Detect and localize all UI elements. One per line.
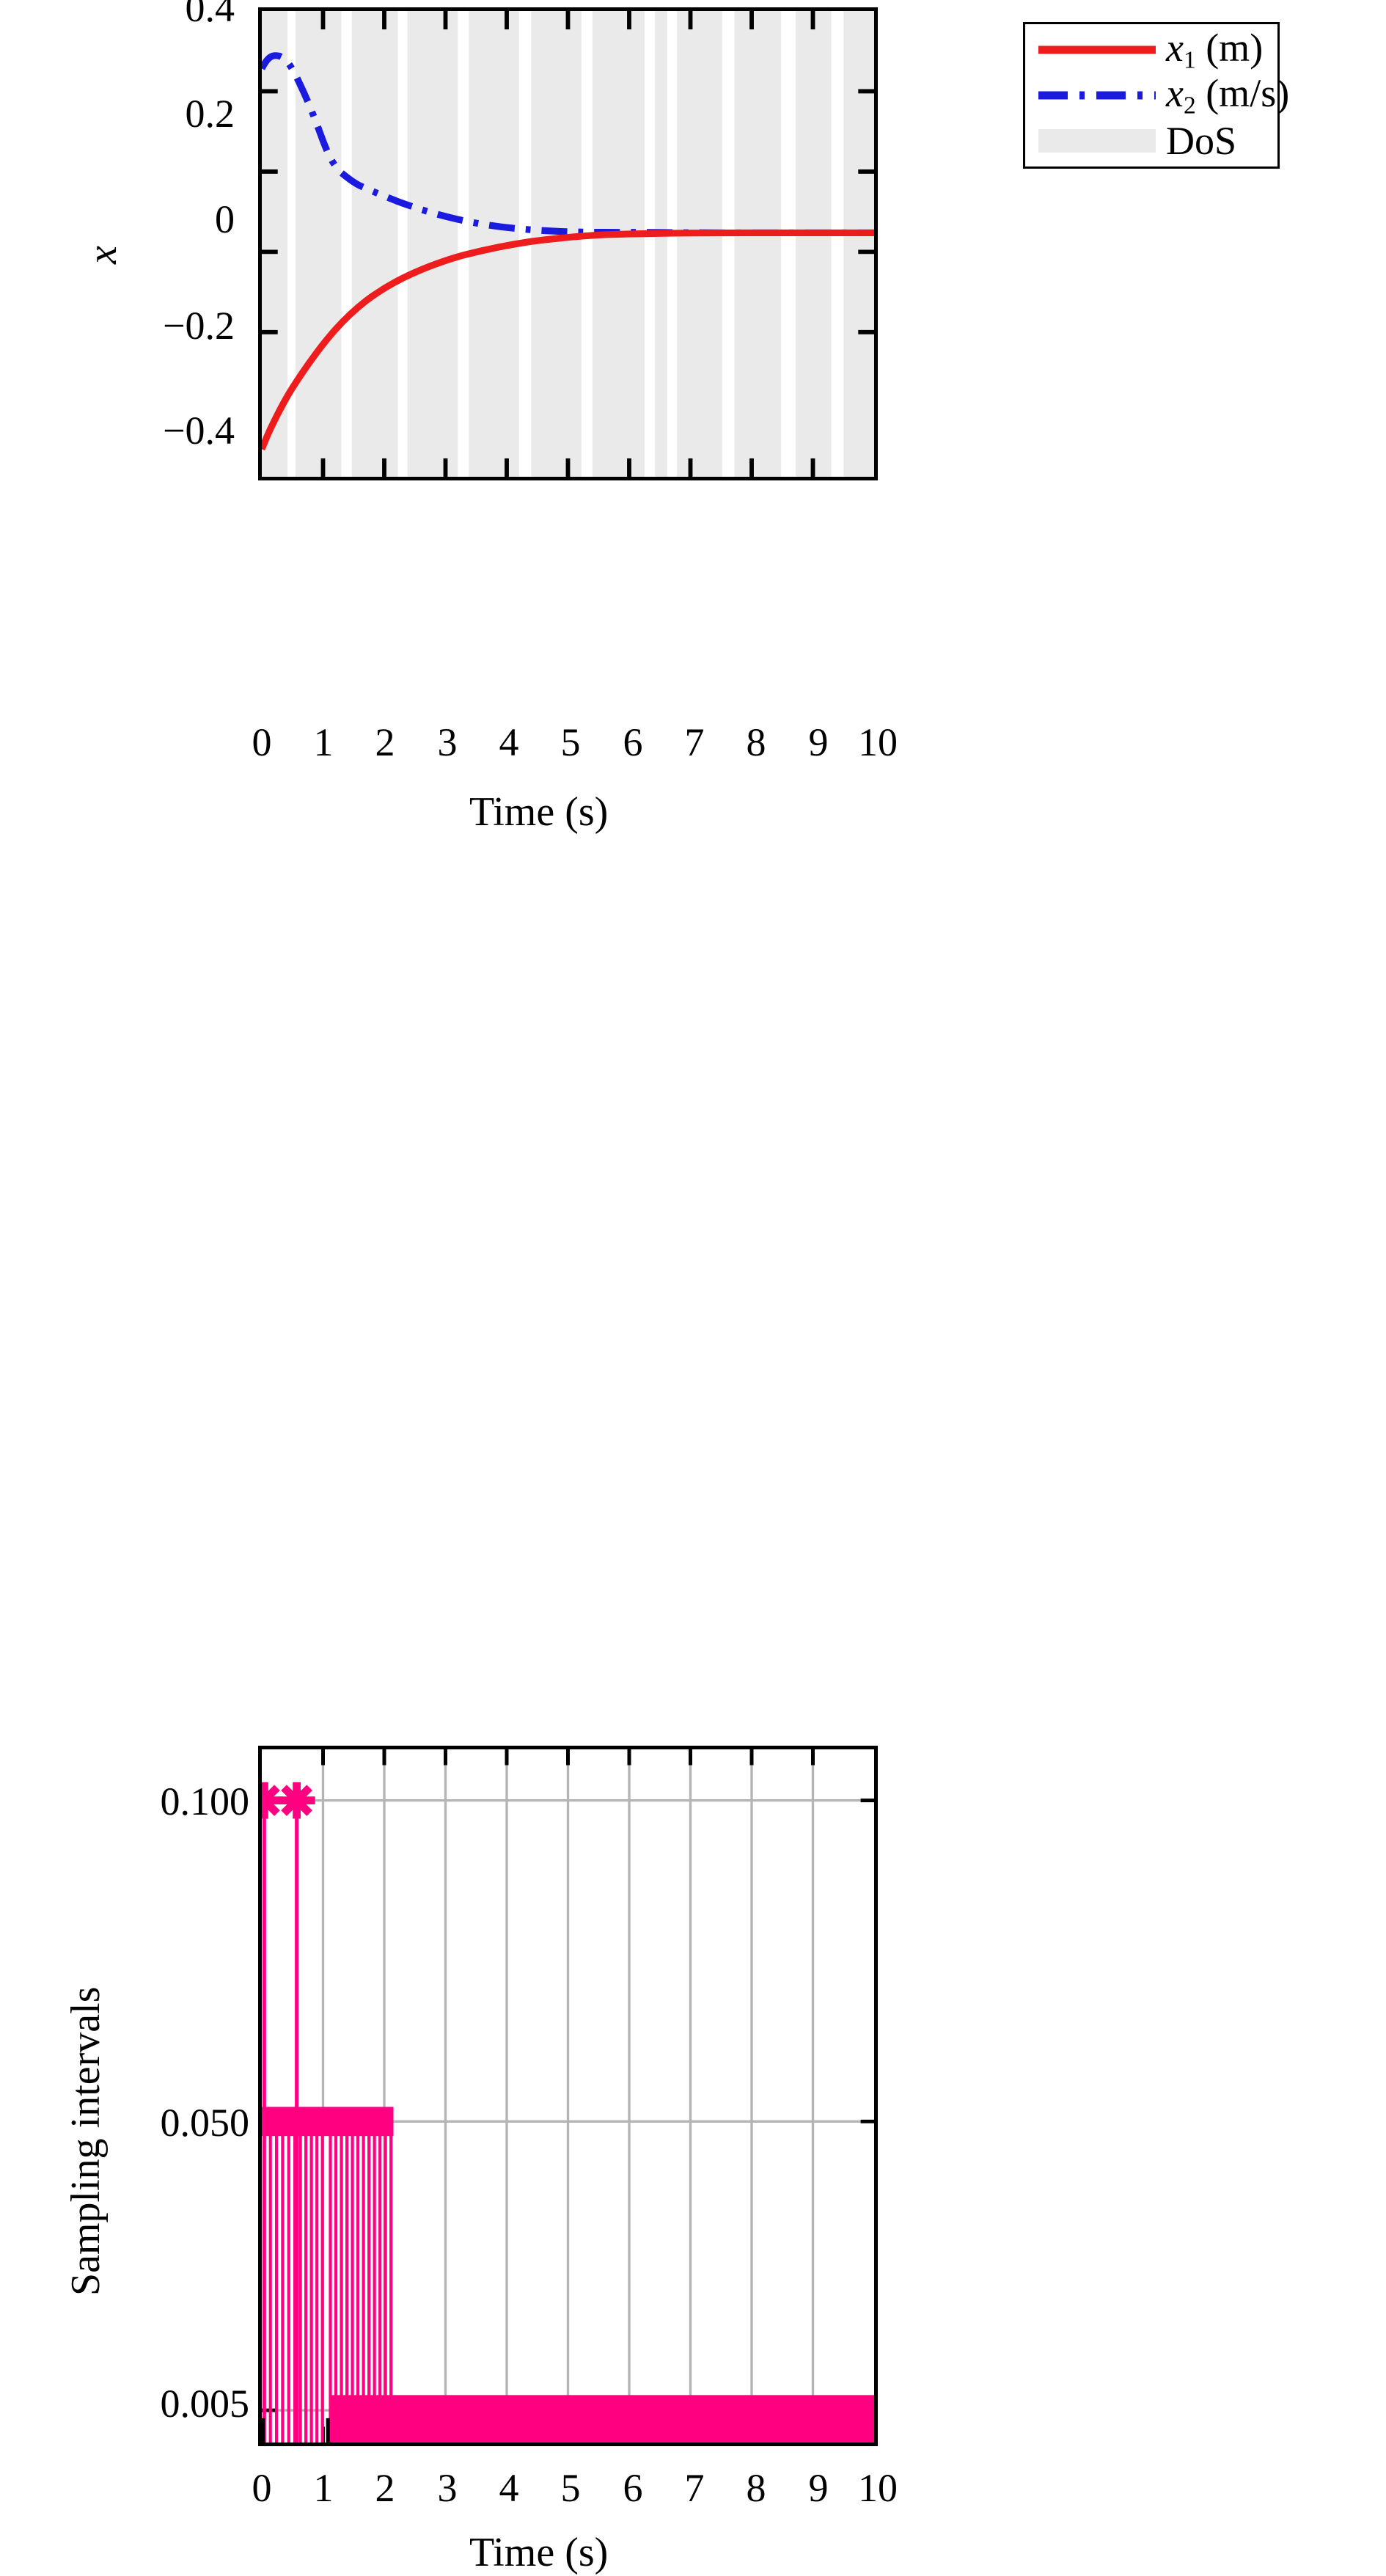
series-x1-line (262, 229, 874, 451)
top-xtick-label: 8 (746, 720, 766, 764)
bottom-xtick-label: 7 (684, 2466, 705, 2510)
legend-key-solid-line (1035, 35, 1159, 65)
top-xtick-label: 5 (560, 720, 581, 764)
top-plot-canvas (262, 11, 874, 477)
legend-item-x1: x1 (m) (1035, 26, 1267, 74)
bottom-xtick-label: 3 (437, 2466, 458, 2510)
bottom-xtick-label: 1 (313, 2466, 334, 2510)
bottom-ytick-label: 0.100 (160, 1779, 250, 1823)
top-xtick-label: 6 (623, 720, 643, 764)
top-ytick-label: −0.4 (163, 409, 235, 453)
top-xtick-marks (320, 11, 815, 477)
legend-item-dos: DoS (1035, 118, 1267, 164)
bottom-xtick-label: 5 (560, 2466, 581, 2510)
top-xtick-label: 2 (375, 720, 395, 764)
legend-label-x1: x1 (m) (1166, 26, 1264, 74)
panel-sampling-intervals: 0.100 0.050 0.005 Sampling intervals (0, 866, 1386, 2575)
stem-markers-0100 (262, 1782, 315, 1819)
bottom-plot-canvas (262, 1749, 874, 2443)
top-yaxis-title: x (80, 246, 125, 264)
top-ytick-label: 0.4 (185, 0, 235, 30)
bottom-xtick-label: 2 (375, 2466, 395, 2510)
top-xtick-label: 0 (252, 720, 272, 764)
bottom-xtick-label: 4 (499, 2466, 519, 2510)
top-ytick-marks (262, 89, 278, 334)
legend-label-dos: DoS (1166, 119, 1237, 163)
bottom-xtick-label: 6 (623, 2466, 643, 2510)
top-ytick-label: 0 (215, 197, 235, 241)
bottom-xtick-label: 0 (252, 2466, 272, 2510)
top-ytick-marks-right (858, 89, 874, 334)
legend-label-x2: x2 (m/s) (1166, 71, 1290, 120)
dos-bands (262, 11, 874, 477)
bottom-xtick-label: 8 (746, 2466, 766, 2510)
top-legend: x1 (m) x2 (m/s) DoS (1023, 22, 1289, 169)
top-ytick-label: 0.2 (185, 92, 235, 136)
stems-0050 (263, 2121, 393, 2443)
bottom-ytick-label: 0.005 (160, 2382, 250, 2426)
top-ytick-label: −0.2 (163, 304, 235, 348)
stem-markers-0050 (262, 2107, 394, 2137)
bottom-plot-area (258, 1746, 878, 2446)
bottom-yaxis-title: Sampling intervals (63, 1986, 109, 2296)
legend-key-dashdot-line (1035, 81, 1159, 110)
top-xtick-label: 10 (858, 720, 898, 764)
stem-markers-0005 (330, 2395, 874, 2426)
top-xtick-label: 9 (808, 720, 829, 764)
legend-item-x2: x2 (m/s) (1035, 71, 1289, 120)
bottom-xtick-label: 9 (808, 2466, 829, 2510)
panel-state-trajectories: 0.4 0.2 0 −0.2 −0.4 x (0, 0, 1386, 866)
legend-key-dos-patch (1035, 126, 1159, 155)
bottom-xaxis-title: Time (s) (469, 2530, 609, 2575)
top-plot-area (258, 7, 878, 480)
top-xtick-label: 3 (437, 720, 458, 764)
top-xtick-label: 4 (499, 720, 519, 764)
top-xaxis-title: Time (s) (469, 789, 609, 835)
top-xtick-label: 7 (684, 720, 705, 764)
top-xtick-label: 1 (313, 720, 334, 764)
bottom-xtick-label: 10 (858, 2466, 898, 2510)
